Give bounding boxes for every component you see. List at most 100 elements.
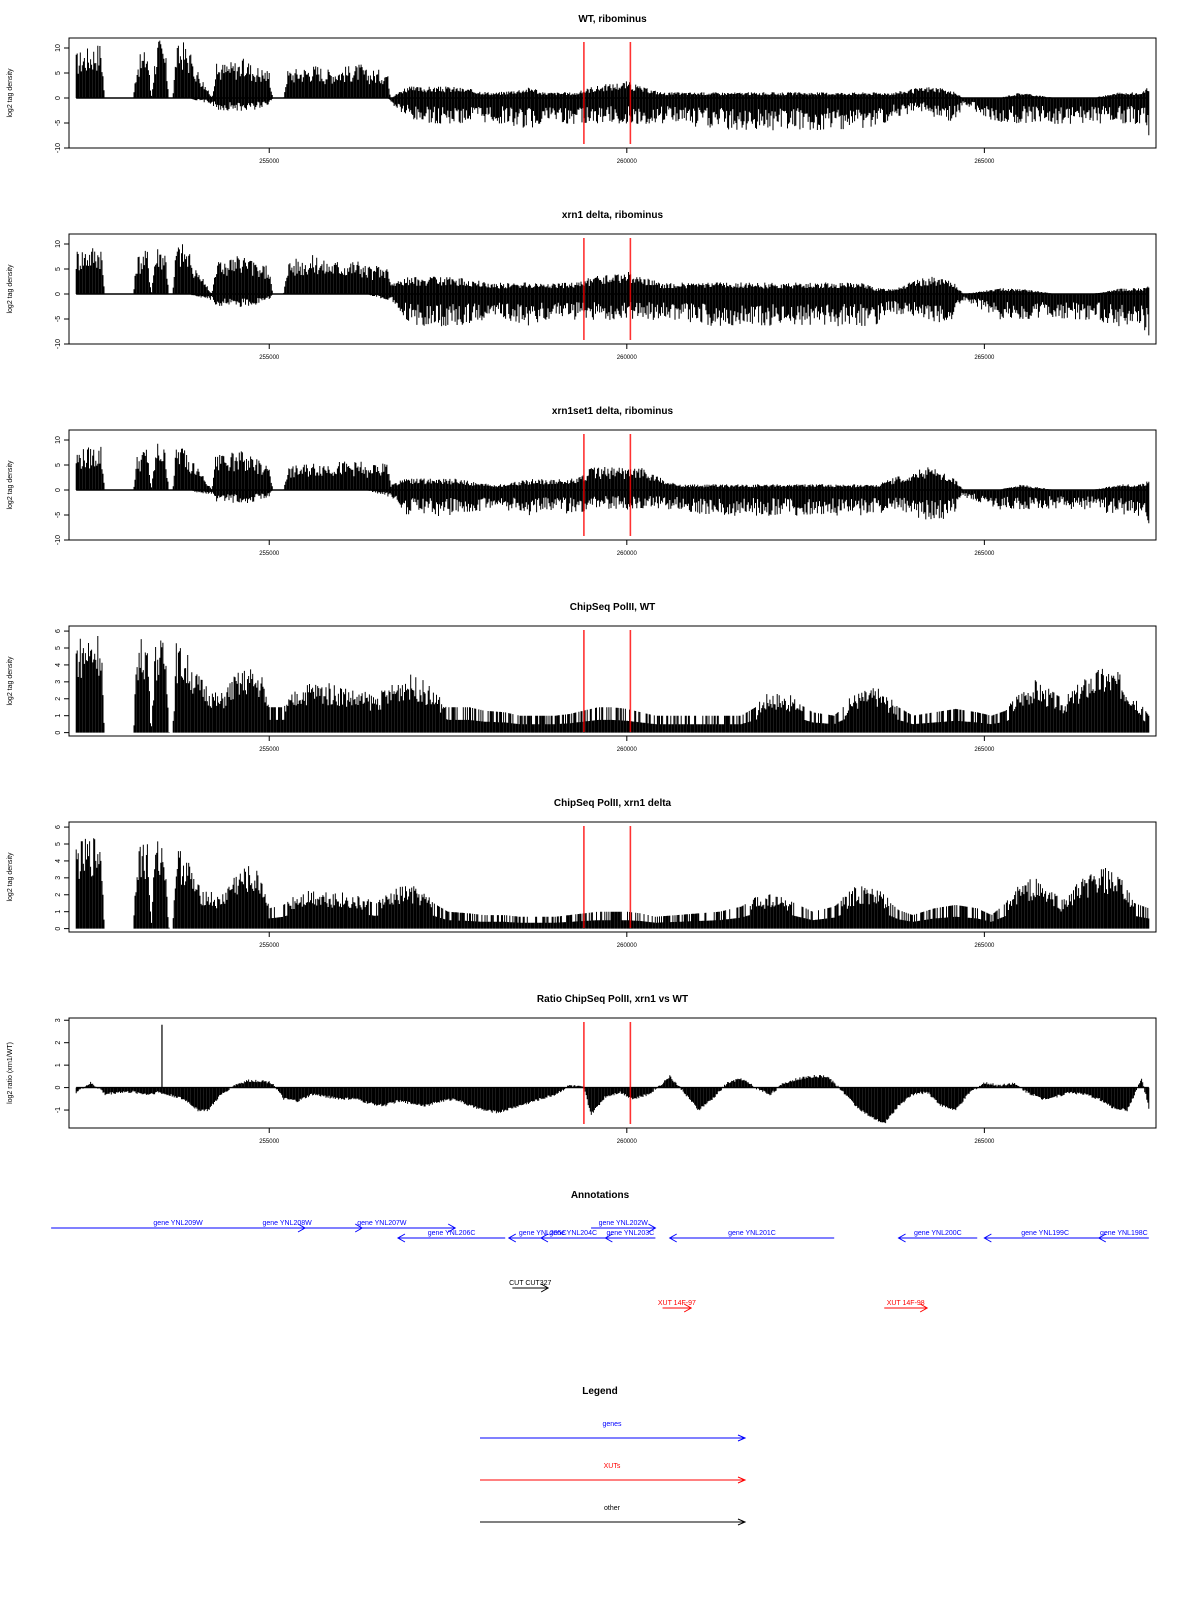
x-tick-label: 265000 [974,1139,995,1145]
legend-title: Legend [582,1386,618,1397]
y-tick-label: 1 [55,910,62,914]
x-tick-label: 265000 [974,551,995,557]
annotation-arrowhead [447,1223,457,1233]
annotation-arrowhead [539,1233,549,1243]
x-tick-label: 260000 [617,355,638,361]
annotation-label: gene YNL207W [357,1220,407,1227]
y-axis-label: log2 tag density [7,852,14,902]
y-tick-label: 10 [55,436,62,444]
legend-arrowhead [737,1476,747,1484]
annotation-label: gene YNL206C [428,1230,476,1237]
y-tick-label: 1 [55,714,62,718]
y-axis-label: log2 tag density [7,264,14,314]
y-tick-label: 0 [55,96,62,100]
panel-title: ChipSeq PolII, xrn1 delta [554,798,672,809]
annotations-panel: Annotations gene YNL209W gene YNL208W gene … [51,1190,1149,1313]
x-tick-label: 255000 [259,943,280,949]
x-tick-label: 265000 [974,943,995,949]
y-tick-label: -10 [55,535,62,545]
y-tick-label: 5 [55,71,62,75]
annotation-label: gene YNL208W [262,1220,312,1227]
y-tick-label: 2 [55,697,62,701]
y-tick-label: 4 [55,663,62,667]
panel-frame [68,625,1157,737]
panel-frame [68,37,1157,149]
y-tick-label: 4 [55,859,62,863]
x-tick-label: 255000 [259,355,280,361]
y-tick-label: 3 [55,680,62,684]
legend-label: other [604,1505,621,1512]
annotation-arrowhead [668,1233,677,1243]
legend-arrowhead [737,1434,747,1442]
annotation-label: gene YNL203C [607,1230,655,1237]
y-tick-label: -10 [55,143,62,153]
panel-frame [68,1017,1157,1129]
y-tick-label: 5 [55,646,62,650]
y-tick-label: 5 [55,267,62,271]
x-tick-label: 255000 [259,551,280,557]
annotation-arrowhead [1097,1233,1107,1243]
x-tick-label: 260000 [617,551,638,557]
data-bars [75,838,1150,929]
annotation-label: gene YNL199C [1021,1230,1069,1237]
x-tick-label: 260000 [617,1139,638,1145]
data-bars [75,636,1150,733]
annotation-label: gene YNL200C [914,1230,962,1237]
y-tick-label: 0 [55,292,62,296]
data-bars [75,443,1150,524]
legend-arrowhead [737,1518,747,1526]
annotation-arrowhead [919,1303,929,1313]
x-tick-label: 255000 [259,159,280,165]
x-tick-label: 260000 [617,943,638,949]
annotation-label: gene YNL202W [599,1220,649,1227]
y-tick-label: 6 [55,825,62,829]
y-tick-label: 2 [55,893,62,897]
y-tick-label: 2 [55,1041,62,1045]
panel-title: ChipSeq PolII, WT [570,602,656,613]
annotation-arrowhead [507,1233,517,1243]
y-tick-label: 3 [55,1018,62,1022]
panel-frame [68,429,1157,541]
annotation-arrowhead [983,1233,992,1243]
data-bars [75,244,1150,336]
annotation-arrowhead [897,1233,906,1243]
y-tick-label: -5 [55,512,62,518]
annotation-arrowhead [648,1223,657,1233]
annotation-label: gene YNL204C [549,1230,597,1237]
y-axis-label: log2 tag density [7,656,14,706]
data-bars [75,40,1150,136]
annotations-title: Annotations [571,1190,630,1201]
annotation-label: XUT 14F-97 [658,1300,696,1307]
annotation-arrowhead [396,1233,406,1243]
annotation-label: gene YNL201C [728,1230,776,1237]
annotation-label: XUT 14F-98 [887,1300,925,1307]
legend-panel: Legend genes XUTs other [480,1386,747,1526]
panel-6: Ratio ChipSeq PolII, xrn1 vs WT log2 rati… [7,994,1157,1145]
y-tick-label: -1 [55,1107,62,1113]
y-tick-label: 0 [55,488,62,492]
legend-label: XUTs [604,1463,621,1470]
y-tick-label: 0 [55,731,62,735]
panel-2: xrn1 delta, ribominus log2 tag density -10… [7,210,1157,361]
data-bars [75,1075,1150,1124]
y-tick-label: 10 [55,44,62,52]
panel-title: xrn1set1 delta, ribominus [552,406,674,417]
x-tick-label: 260000 [617,747,638,753]
y-tick-label: 3 [55,876,62,880]
y-axis-label: log2 tag density [7,460,14,510]
y-tick-label: -10 [55,339,62,349]
y-tick-label: 5 [55,842,62,846]
y-tick-label: 10 [55,240,62,248]
x-tick-label: 265000 [974,355,995,361]
x-tick-label: 255000 [259,1139,280,1145]
panel-frame [68,821,1157,933]
panel-3: xrn1set1 delta, ribominus log2 tag densit… [7,406,1157,557]
annotation-arrowhead [540,1283,550,1293]
panel-title: WT, ribominus [578,14,647,25]
annotation-arrowhead [604,1233,613,1243]
x-tick-label: 265000 [974,747,995,753]
annotation-label: gene YNL205C [519,1230,567,1237]
x-tick-label: 260000 [617,159,638,165]
y-tick-label: 6 [55,629,62,633]
